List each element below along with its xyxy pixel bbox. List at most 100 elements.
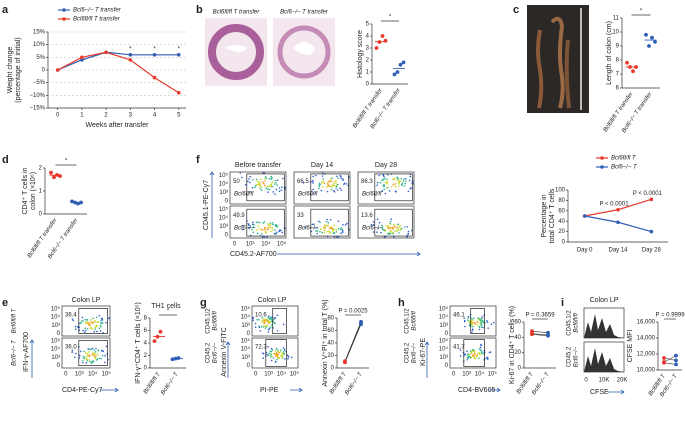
- flow-tick-label: 10⁵: [277, 241, 287, 248]
- event-dot: [260, 326, 263, 328]
- point: [546, 330, 550, 335]
- event-dot: [278, 187, 281, 189]
- x-tick-label: 20K: [617, 378, 628, 384]
- event-dot: [323, 229, 326, 232]
- point: [152, 75, 157, 80]
- row-label: Bcl6fl/fl: [298, 192, 318, 198]
- event-dot: [477, 319, 480, 321]
- row-label: Bcl6fl/fl: [234, 192, 254, 198]
- y-tick-label: 80: [558, 198, 565, 204]
- annotation: *: [389, 15, 392, 21]
- event-dot: [340, 232, 342, 235]
- event-dot: [84, 318, 86, 321]
- event-dot: [283, 353, 285, 355]
- event-dot: [277, 353, 280, 355]
- event-dot: [487, 327, 490, 329]
- flow-tick-label: 10³: [462, 372, 471, 378]
- event-dot: [336, 189, 339, 191]
- event-dot: [85, 355, 88, 358]
- event-dot: [482, 321, 485, 323]
- event-dot: [383, 178, 385, 181]
- event-dot: [254, 185, 257, 187]
- event-dot: [251, 228, 253, 231]
- point: [104, 50, 108, 55]
- point: [128, 53, 133, 57]
- event-dot: [402, 180, 405, 182]
- event-dot: [101, 354, 104, 357]
- event-dot: [267, 226, 270, 228]
- y-tick-label: 0: [144, 366, 148, 372]
- axis-label: total CD4⁺ T cells: [549, 188, 556, 243]
- y-tick-label: 40: [514, 335, 521, 341]
- y-tick-label: 6: [144, 328, 148, 334]
- event-dot: [276, 225, 279, 228]
- event-dot: [274, 355, 277, 358]
- event-dot: [340, 189, 343, 191]
- event-dot: [400, 177, 403, 180]
- y-tick-label: 40: [327, 341, 334, 347]
- flow-tick-label: 10³: [51, 323, 60, 329]
- event-dot: [399, 180, 402, 182]
- gate: [374, 208, 413, 237]
- y-tick-label: 0: [42, 68, 46, 74]
- event-dot: [381, 179, 383, 182]
- event-dot: [400, 227, 403, 230]
- event-dot: [480, 324, 483, 326]
- event-dot: [249, 191, 251, 193]
- event-dot: [266, 236, 268, 238]
- flow-tick-label: 10⁴: [51, 314, 61, 321]
- event-dot: [334, 181, 336, 183]
- event-dot: [264, 177, 266, 180]
- event-dot: [342, 223, 344, 226]
- axis-arrow: [608, 389, 625, 395]
- event-dot: [108, 317, 110, 320]
- event-dot: [391, 226, 394, 229]
- flow-tick-label: 0: [247, 363, 251, 369]
- event-dot: [332, 228, 334, 231]
- event-dot: [258, 325, 260, 327]
- flow-tick-label: 10⁵: [439, 306, 449, 313]
- event-dot: [268, 315, 270, 317]
- gate: [310, 208, 349, 237]
- event-dot: [470, 356, 473, 359]
- row-label: CD45.2: [405, 342, 411, 363]
- gate: [272, 308, 287, 334]
- y-tick-label: 0: [331, 366, 335, 372]
- event-dot: [247, 180, 249, 183]
- annotation: P < 0.0001: [633, 191, 663, 197]
- lumen: [293, 42, 315, 55]
- axis-arrow: [209, 171, 215, 238]
- y-tick-label: 40: [558, 219, 565, 225]
- event-dot: [394, 230, 396, 233]
- event-dot: [380, 231, 382, 234]
- event-dot: [335, 228, 338, 231]
- event-dot: [269, 321, 271, 324]
- event-dot: [271, 324, 273, 326]
- x-tick-label: 0: [584, 378, 588, 384]
- event-dot: [469, 325, 471, 327]
- row-label: Bcl6fl/fl T: [12, 307, 18, 333]
- event-dot: [486, 358, 489, 360]
- event-dot: [337, 236, 340, 238]
- flow-tick-label: 10⁵: [290, 371, 300, 378]
- axis-label: CFSE MFI: [627, 330, 634, 363]
- event-dot: [261, 316, 264, 319]
- y-tick-label: 5: [366, 22, 370, 28]
- flow-tick-label: 10⁴: [277, 371, 287, 378]
- event-dot: [278, 190, 281, 193]
- event-dot: [274, 193, 276, 195]
- event-dot: [274, 361, 277, 363]
- event-dot: [480, 349, 482, 351]
- event-dot: [319, 230, 321, 233]
- event-dot: [394, 185, 397, 188]
- event-dot: [91, 347, 94, 350]
- point: [674, 358, 678, 363]
- axis-label: Annexin V-FITC: [221, 327, 228, 376]
- point: [644, 32, 648, 37]
- gate: [78, 340, 108, 366]
- event-dot: [479, 319, 482, 322]
- event-dot: [252, 316, 255, 319]
- event-dot: [327, 180, 330, 183]
- event-dot: [257, 183, 259, 186]
- annotation: P = 0.9999: [655, 313, 685, 319]
